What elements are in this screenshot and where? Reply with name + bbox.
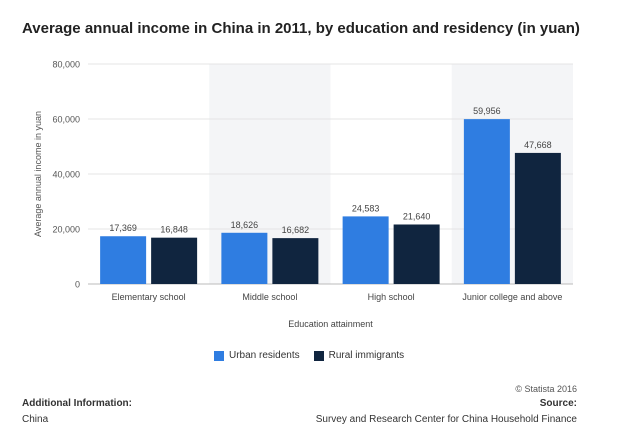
bar-urban — [100, 236, 147, 284]
bar-urban — [221, 232, 268, 284]
x-tick-label: Middle school — [242, 292, 297, 302]
data-label: 18,626 — [231, 220, 259, 230]
additional-info-label: Additional Information: — [22, 398, 132, 409]
additional-info-value: China — [22, 414, 49, 425]
legend-swatch-urban — [214, 350, 224, 361]
legend-item-rural[interactable]: Rural immigrants — [313, 350, 405, 361]
data-label: 16,848 — [160, 225, 188, 235]
bar-urban — [463, 119, 510, 284]
bar-rural — [272, 238, 319, 284]
chart-legend: Urban residents Rural immigrants — [214, 350, 404, 361]
data-label: 47,668 — [524, 140, 552, 150]
x-tick-label: High school — [368, 292, 415, 302]
legend-label-rural: Rural immigrants — [328, 350, 405, 361]
bar-rural — [393, 224, 440, 284]
bar-rural — [514, 152, 561, 284]
data-label: 17,369 — [109, 223, 137, 233]
data-label: 59,956 — [473, 106, 501, 116]
x-tick-label: Elementary school — [112, 292, 186, 302]
y-tick-label: 80,000 — [52, 60, 80, 70]
x-axis-title: Education attainment — [288, 319, 373, 329]
source-label: Source: — [539, 398, 577, 409]
legend-label-urban: Urban residents — [229, 350, 300, 361]
bar-rural — [151, 237, 198, 284]
chart-title: Average annual income in China in 2011, … — [22, 20, 580, 37]
data-label: 21,640 — [403, 211, 431, 221]
data-label: 16,682 — [282, 225, 310, 235]
legend-item-urban[interactable]: Urban residents — [214, 350, 300, 361]
data-label: 24,583 — [352, 203, 380, 213]
y-tick-label: 20,000 — [52, 225, 80, 235]
y-axis-title: Average annual income in yuan — [33, 111, 43, 237]
y-tick-label: 0 — [75, 280, 80, 290]
copyright-text: © Statista 2016 — [515, 384, 577, 394]
legend-swatch-rural — [313, 350, 324, 361]
y-tick-label: 40,000 — [52, 170, 80, 180]
source-value: Survey and Research Center for China Hou… — [315, 414, 577, 425]
bar-urban — [342, 216, 389, 284]
y-tick-label: 60,000 — [52, 115, 80, 125]
x-tick-label: Junior college and above — [462, 292, 562, 302]
